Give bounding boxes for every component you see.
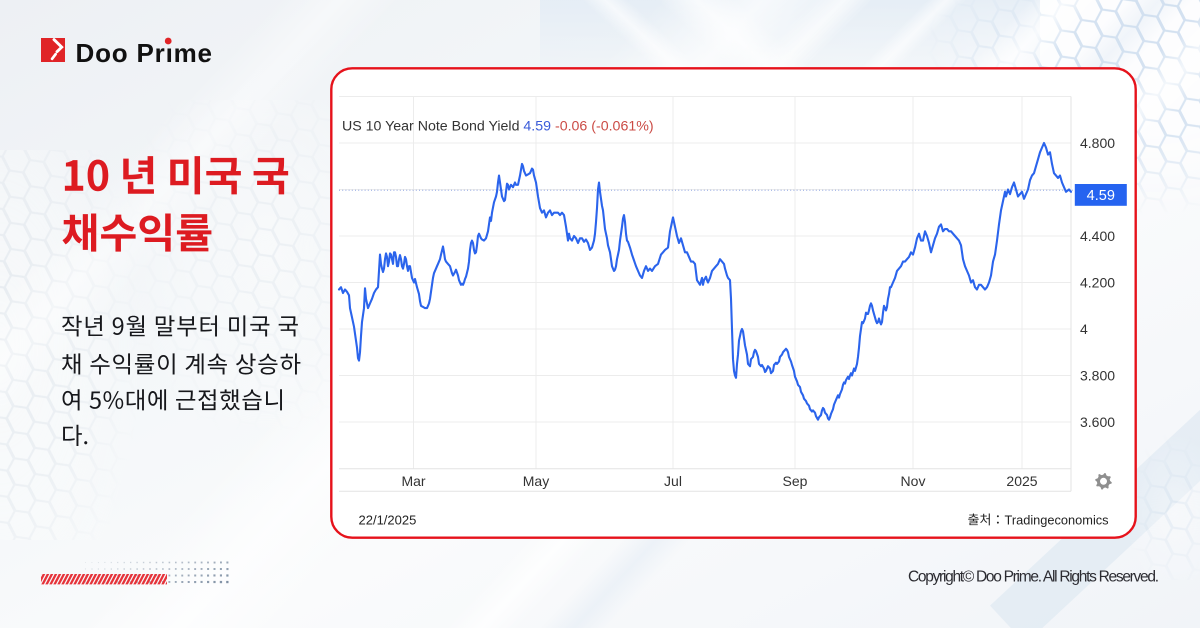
svg-text:3.800: 3.800 (1080, 368, 1115, 384)
svg-text:4.400: 4.400 (1080, 228, 1115, 244)
svg-text:Sep: Sep (783, 473, 808, 489)
svg-text:Copyright© Doo Prime. All Righ: Copyright© Doo Prime. All Rights Reserve… (908, 569, 1159, 586)
svg-text:3.600: 3.600 (1080, 414, 1115, 430)
svg-text:Doo Prıme: Doo Prıme (76, 38, 213, 68)
svg-text:4.200: 4.200 (1080, 275, 1115, 291)
svg-text:May: May (523, 473, 549, 489)
svg-text:US 10 Year Note Bond Yield 4.5: US 10 Year Note Bond Yield 4.59 -0.06 (-… (342, 118, 654, 134)
svg-text:Nov: Nov (901, 473, 926, 489)
svg-text:22/1/2025: 22/1/2025 (359, 513, 417, 528)
svg-text:4.59: 4.59 (1087, 188, 1115, 204)
svg-text:Tradingeconomics: Tradingeconomics (1005, 513, 1109, 528)
svg-text:4: 4 (1080, 321, 1088, 337)
svg-text:4.800: 4.800 (1080, 135, 1115, 151)
svg-text:Mar: Mar (401, 473, 425, 489)
svg-text:2025: 2025 (1006, 473, 1037, 489)
svg-text:Jul: Jul (664, 473, 682, 489)
